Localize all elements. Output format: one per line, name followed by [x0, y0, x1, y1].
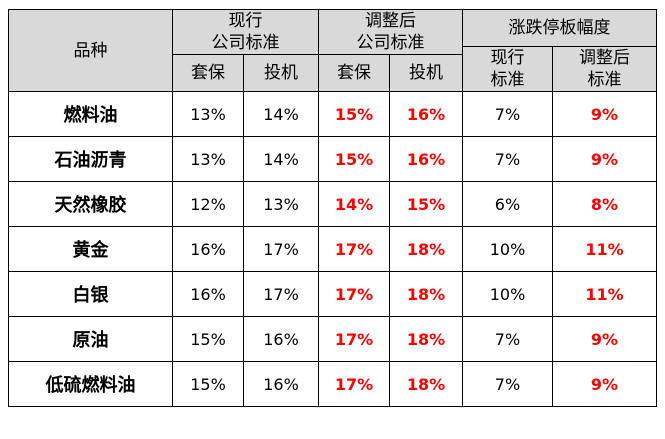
header-current-speculation: 投机 — [243, 54, 319, 92]
header-current-hedge: 套保 — [172, 54, 244, 92]
table-row: 石油沥青 13% 14% 15% 16% 7% 9% — [8, 136, 657, 182]
table-row: 黄金 16% 17% 17% 18% 10% 11% — [8, 226, 657, 272]
variety-cell: 低硫燃料油 — [8, 361, 173, 407]
margin-table: 品种 现行 公司标准 调整后 公司标准 涨跌停板幅度 现行 标准 调整后 标准 … — [8, 9, 657, 407]
adjusted-hedge-cell: 17% — [318, 271, 390, 317]
limit-current-cell: 7% — [462, 316, 553, 362]
limit-current-cell: 7% — [462, 136, 553, 182]
header-adjusted-line2: 公司标准 — [356, 33, 425, 53]
variety-cell: 白银 — [8, 271, 173, 317]
limit-current-cell: 6% — [462, 181, 553, 227]
table-row: 低硫燃料油 15% 16% 17% 18% 7% 9% — [8, 361, 657, 407]
header-limit-range: 涨跌停板幅度 — [462, 9, 657, 47]
adjusted-speculation-cell: 18% — [389, 226, 463, 272]
adjusted-speculation-cell: 18% — [389, 361, 463, 407]
variety-cell: 天然橡胶 — [8, 181, 173, 227]
limit-current-cell: 7% — [462, 361, 553, 407]
header-adjusted-company-standard: 调整后 公司标准 — [318, 9, 463, 55]
limit-current-cell: 10% — [462, 226, 553, 272]
header-adjusted-speculation: 投机 — [389, 54, 463, 92]
current-hedge-cell: 13% — [172, 136, 244, 182]
limit-adjusted-cell: 9% — [552, 91, 657, 137]
limit-current-cell: 7% — [462, 91, 553, 137]
header-limit-adjusted-line1: 调整后 — [579, 48, 630, 68]
current-speculation-cell: 14% — [243, 91, 319, 137]
adjusted-speculation-cell: 16% — [389, 136, 463, 182]
adjusted-speculation-cell: 16% — [389, 91, 463, 137]
limit-adjusted-cell: 9% — [552, 361, 657, 407]
current-speculation-cell: 17% — [243, 226, 319, 272]
limit-adjusted-cell: 9% — [552, 136, 657, 182]
current-speculation-cell: 16% — [243, 361, 319, 407]
adjusted-speculation-cell: 18% — [389, 316, 463, 362]
header-limit-current: 现行 标准 — [462, 46, 553, 92]
current-speculation-cell: 13% — [243, 181, 319, 227]
adjusted-speculation-cell: 18% — [389, 271, 463, 317]
table-row: 天然橡胶 12% 13% 14% 15% 6% 8% — [8, 181, 657, 227]
variety-cell: 原油 — [8, 316, 173, 362]
limit-adjusted-cell: 11% — [552, 271, 657, 317]
current-hedge-cell: 12% — [172, 181, 244, 227]
header-limit-current-line1: 现行 — [490, 48, 525, 68]
adjusted-hedge-cell: 15% — [318, 136, 390, 182]
variety-cell: 石油沥青 — [8, 136, 173, 182]
table-header: 品种 现行 公司标准 调整后 公司标准 涨跌停板幅度 现行 标准 调整后 标准 … — [8, 9, 657, 92]
current-hedge-cell: 15% — [172, 316, 244, 362]
header-adjusted-hedge: 套保 — [318, 54, 390, 92]
adjusted-hedge-cell: 17% — [318, 316, 390, 362]
current-hedge-cell: 16% — [172, 271, 244, 317]
limit-adjusted-cell: 8% — [552, 181, 657, 227]
table-row: 燃料油 13% 14% 15% 16% 7% 9% — [8, 91, 657, 137]
table-body: 燃料油 13% 14% 15% 16% 7% 9% 石油沥青 13% 14% 1… — [8, 91, 657, 407]
header-limit-current-line2: 标准 — [490, 70, 525, 90]
table-row: 白银 16% 17% 17% 18% 10% 11% — [8, 271, 657, 317]
adjusted-hedge-cell: 17% — [318, 226, 390, 272]
limit-adjusted-cell: 11% — [552, 226, 657, 272]
variety-cell: 黄金 — [8, 226, 173, 272]
header-limit-adjusted: 调整后 标准 — [552, 46, 657, 92]
adjusted-speculation-cell: 15% — [389, 181, 463, 227]
limit-adjusted-cell: 9% — [552, 316, 657, 362]
limit-current-cell: 10% — [462, 271, 553, 317]
variety-cell: 燃料油 — [8, 91, 173, 137]
adjusted-hedge-cell: 15% — [318, 91, 390, 137]
adjusted-hedge-cell: 14% — [318, 181, 390, 227]
adjusted-hedge-cell: 17% — [318, 361, 390, 407]
current-speculation-cell: 16% — [243, 316, 319, 362]
current-speculation-cell: 17% — [243, 271, 319, 317]
header-adjusted-line1: 调整后 — [365, 11, 416, 31]
header-current-line1: 现行 — [228, 11, 263, 31]
header-limit-adjusted-line2: 标准 — [587, 70, 622, 90]
current-speculation-cell: 14% — [243, 136, 319, 182]
current-hedge-cell: 13% — [172, 91, 244, 137]
current-hedge-cell: 15% — [172, 361, 244, 407]
header-current-company-standard: 现行 公司标准 — [172, 9, 319, 55]
current-hedge-cell: 16% — [172, 226, 244, 272]
table-row: 原油 15% 16% 17% 18% 7% 9% — [8, 316, 657, 362]
header-current-line2: 公司标准 — [211, 33, 280, 53]
header-variety: 品种 — [8, 9, 173, 92]
